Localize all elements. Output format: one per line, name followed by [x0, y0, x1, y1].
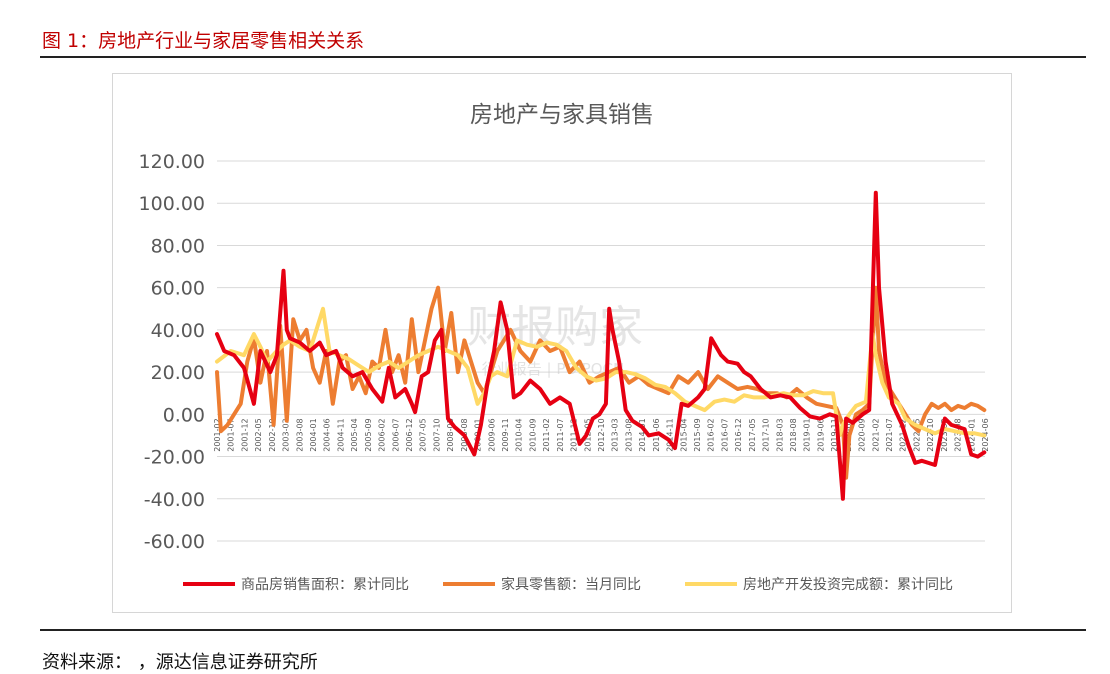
y-tick-label: -60.00 — [144, 531, 205, 553]
x-tick-label: 2016-12 — [734, 418, 743, 451]
x-tick-label: 2019-06 — [816, 418, 825, 451]
x-tick-label: 2016-07 — [720, 418, 729, 451]
x-tick-label: 2004-01 — [309, 418, 318, 451]
x-tick-label: 2006-07 — [391, 418, 400, 451]
x-tick-label: 2011-07 — [556, 418, 565, 451]
x-tick-label: 2005-04 — [350, 418, 359, 451]
x-tick-label: 2005-09 — [364, 418, 373, 451]
x-tick-label: 2004-06 — [323, 418, 332, 451]
x-tick-label: 2006-12 — [405, 418, 414, 451]
y-axis-ticks: 120.00 100.00 80.00 60.00 40.00 20.00 0.00 -20.… — [139, 151, 205, 553]
y-tick-label: 120.00 — [139, 151, 205, 173]
x-tick-label: 2009-11 — [501, 418, 510, 451]
x-tick-label: 2011-12 — [570, 418, 579, 451]
x-tick-label: 2002-05 — [254, 418, 263, 451]
x-tick-label: 2003-08 — [295, 418, 304, 451]
chart-frame: 房地产与家具销售 120.00 100.00 80.00 60.00 40.00 20.0… — [112, 73, 1012, 613]
y-tick-label: 60.00 — [151, 278, 205, 300]
x-tick-label: 2007-05 — [419, 418, 428, 451]
x-tick-label: 2023-03 — [940, 418, 949, 451]
x-tick-label: 2007-10 — [432, 418, 441, 451]
x-tick-label: 2015-09 — [693, 418, 702, 451]
x-tick-label: 2003-03 — [282, 418, 291, 451]
x-tick-label: 2010-04 — [515, 418, 524, 451]
x-tick-label: 2012-10 — [597, 418, 606, 451]
x-tick-label: 2022-10 — [926, 418, 935, 451]
x-tick-label: 2019-11 — [830, 418, 839, 451]
y-tick-label: 100.00 — [139, 193, 205, 215]
x-tick-label: 2021-07 — [885, 418, 894, 451]
x-tick-label: 2014-11 — [666, 418, 675, 451]
x-tick-label: 2021-02 — [871, 418, 880, 451]
x-tick-label: 2010-09 — [528, 418, 537, 451]
x-tick-label: 2018-03 — [775, 418, 784, 451]
x-tick-label: 2013-08 — [624, 418, 633, 451]
legend-label: 家具零售额：当月同比 — [501, 576, 641, 593]
chart-title: 房地产与家具销售 — [470, 102, 654, 128]
x-tick-label: 2017-10 — [762, 418, 771, 451]
series-line — [215, 190, 987, 501]
x-tick-label: 2001-07 — [227, 418, 236, 451]
x-tick-label: 2013-03 — [611, 418, 620, 451]
source-note: 资料来源： ，源达信息证券研究所 — [42, 652, 318, 673]
watermark-sub: 行业报告 | POIPOCN — [482, 360, 624, 378]
x-tick-label: 2001-12 — [240, 418, 249, 451]
y-tick-label: -40.00 — [144, 489, 205, 511]
x-tick-label: 2008-03 — [446, 418, 455, 451]
x-tick-label: 2020-09 — [858, 418, 867, 451]
x-tick-label: 2016-02 — [707, 418, 716, 451]
y-tick-label: -20.00 — [144, 447, 205, 469]
legend: 商品房销售面积：累计同比 家具零售额：当月同比 房地产开发投资完成额：累计同比 — [183, 576, 953, 593]
x-tick-label: 2014-01 — [638, 418, 647, 451]
legend-label: 房地产开发投资完成额：累计同比 — [743, 577, 953, 593]
x-tick-label: 2009-06 — [487, 418, 496, 451]
x-tick-label: 2022-05 — [912, 418, 921, 451]
y-tick-label: 40.00 — [151, 320, 205, 342]
y-tick-label: 80.00 — [151, 235, 205, 257]
bottom-rule — [40, 629, 1086, 631]
figure-title: 图 1：房地产行业与家居零售相关关系 — [42, 30, 365, 52]
x-tick-label: 2001-02 — [213, 418, 222, 451]
x-tick-label: 2018-08 — [789, 418, 798, 451]
y-tick-label: 0.00 — [163, 404, 205, 426]
x-tick-label: 2004-11 — [336, 418, 345, 451]
series-lines — [215, 190, 987, 501]
line-chart: 房地产与家具销售 120.00 100.00 80.00 60.00 40.00 20.0… — [139, 102, 990, 593]
x-tick-label: 2023-08 — [954, 418, 963, 451]
x-tick-label: 2017-05 — [748, 418, 757, 451]
y-tick-label: 20.00 — [151, 362, 205, 384]
x-tick-label: 2015-04 — [679, 418, 688, 451]
x-axis-ticks: 2001-02 2001-07 2001-12 2002-05 2002-10 2003-… — [213, 418, 990, 451]
x-tick-label: 2011-02 — [542, 418, 551, 451]
top-rule — [40, 56, 1086, 58]
x-tick-label: 2006-02 — [378, 418, 387, 451]
x-tick-label: 2002-10 — [268, 418, 277, 451]
legend-label: 商品房销售面积：累计同比 — [241, 577, 409, 593]
x-tick-label: 2019-01 — [803, 418, 812, 451]
